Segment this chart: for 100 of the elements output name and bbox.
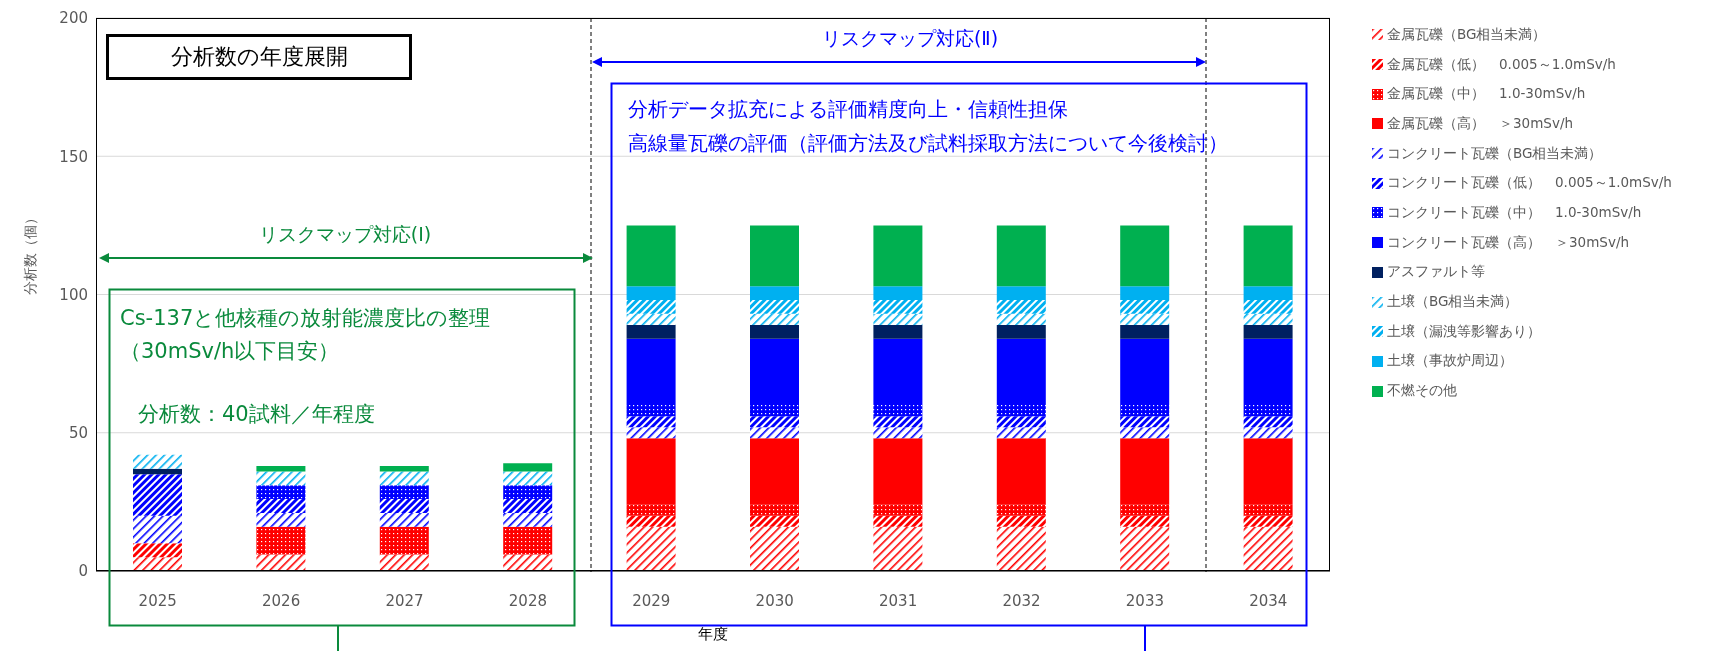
x-tick-label: 2031	[879, 591, 918, 610]
bar	[1243, 427, 1293, 439]
bar	[626, 526, 676, 571]
bar	[750, 504, 799, 516]
bar	[750, 438, 799, 505]
bar	[133, 454, 182, 469]
bar	[133, 557, 182, 571]
bar	[750, 405, 799, 417]
bar	[1243, 416, 1293, 428]
bar	[873, 438, 923, 505]
legend-label: 金属瓦礫（低） 0.005～1.0mSv/h	[1387, 55, 1616, 74]
bar	[256, 526, 306, 555]
bar	[379, 554, 429, 571]
bar	[996, 300, 1046, 314]
bar	[750, 300, 799, 314]
bar	[996, 515, 1046, 527]
bar	[873, 526, 923, 571]
bar	[996, 438, 1046, 505]
bar	[750, 427, 799, 439]
bar	[256, 465, 306, 472]
bar	[626, 338, 676, 406]
bar	[873, 405, 923, 417]
bar	[256, 512, 306, 527]
legend-label: 不燃その他	[1387, 382, 1457, 401]
bar	[503, 463, 553, 472]
bar	[626, 405, 676, 417]
bar	[750, 324, 799, 339]
bar	[873, 515, 923, 527]
bar	[133, 543, 182, 558]
bar	[379, 465, 429, 472]
x-tick-label: 2028	[508, 591, 547, 610]
bar	[626, 225, 676, 287]
bar	[996, 338, 1046, 406]
bar	[996, 313, 1046, 325]
y-tick-label: 0	[78, 562, 88, 581]
bar	[626, 324, 676, 339]
legend-label: 土壌（事故炉周辺）	[1387, 352, 1513, 371]
bar	[1243, 286, 1293, 301]
legend-label: 金属瓦礫（BG相当未満）	[1387, 25, 1547, 44]
bar	[1243, 300, 1293, 314]
bar	[626, 438, 676, 505]
bar	[503, 485, 553, 500]
bar	[626, 286, 676, 301]
annotation: 分析数：40試料／年程度	[138, 401, 375, 428]
bar	[1243, 338, 1293, 406]
bar	[379, 526, 429, 555]
bar	[1243, 438, 1293, 505]
bar	[626, 416, 676, 428]
bar	[996, 427, 1046, 439]
bar	[1120, 504, 1170, 516]
bar	[873, 225, 923, 287]
bar	[873, 427, 923, 439]
bar	[256, 471, 306, 486]
bar	[750, 526, 799, 571]
x-tick-label: 2027	[385, 591, 424, 610]
bar	[996, 324, 1046, 339]
bar	[873, 504, 923, 516]
bar	[503, 471, 553, 486]
x-tick-label: 2029	[632, 591, 671, 610]
y-tick-label: 200	[59, 9, 88, 28]
bar	[873, 324, 923, 339]
legend-label: コンクリート瓦礫（BG相当未満）	[1387, 144, 1603, 163]
bar	[996, 526, 1046, 571]
bar	[1243, 405, 1293, 417]
bar	[1120, 225, 1170, 287]
bar	[1243, 324, 1293, 339]
annotation: 分析データ拡充による評価精度向上・信頼性担保	[628, 96, 1068, 123]
bar	[379, 471, 429, 486]
bar	[873, 286, 923, 301]
bar	[873, 338, 923, 406]
legend-label: アスファルト等	[1387, 263, 1485, 282]
annotation: 高線量瓦礫の評価（評価方法及び試料採取方法について今後検討）	[628, 130, 1229, 157]
bar	[996, 504, 1046, 516]
bar	[379, 499, 429, 513]
bar	[379, 485, 429, 500]
bar	[503, 499, 553, 513]
bar	[1120, 438, 1170, 505]
bar	[996, 225, 1046, 287]
x-tick-label: 2034	[1249, 591, 1288, 610]
x-axis-title: 年度	[698, 625, 728, 643]
legend-label: コンクリート瓦礫（中） 1.0-30mSv/h	[1387, 203, 1642, 222]
bar	[1243, 526, 1293, 571]
bar	[503, 512, 553, 527]
bar	[873, 300, 923, 314]
bar	[873, 313, 923, 325]
bar	[1120, 324, 1170, 339]
bar	[750, 286, 799, 301]
bar	[996, 405, 1046, 417]
bar	[750, 515, 799, 527]
bar	[626, 504, 676, 516]
y-axis-title: 分析数（個）	[21, 210, 38, 295]
bar	[626, 427, 676, 439]
bar	[750, 338, 799, 406]
bar	[750, 313, 799, 325]
bar	[750, 416, 799, 428]
bar	[256, 554, 306, 571]
bar	[1120, 313, 1170, 325]
bar	[1243, 515, 1293, 527]
y-tick-label: 50	[68, 424, 88, 443]
bar	[256, 485, 306, 500]
